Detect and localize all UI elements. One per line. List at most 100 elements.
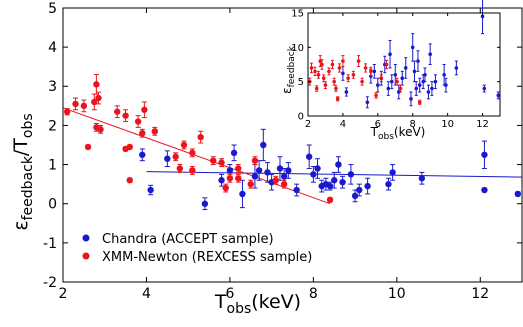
inset-data-point-s0-25 (430, 81, 434, 96)
inset-marker (384, 62, 389, 67)
inset-marker (496, 93, 501, 98)
inset-data-point-s1-10 (330, 59, 335, 70)
inset-marker (330, 62, 335, 67)
main-data-point-s1-34 (326, 196, 334, 203)
inset-marker (334, 86, 338, 91)
inset-data-point-s0-13 (400, 70, 405, 86)
inset-marker (356, 59, 361, 63)
inset-x-title-subscript: obs (378, 132, 394, 142)
inset-data-point-s0-1 (344, 87, 349, 97)
main-marker (80, 102, 88, 110)
x-title-unit: (keV) (251, 291, 301, 313)
main-data-point-s1-32 (272, 175, 280, 185)
main-marker (260, 141, 267, 149)
inset-data-point-s1-22 (374, 92, 378, 99)
main-data-point-s1-2 (80, 99, 88, 113)
inset-marker (316, 73, 321, 77)
inset-plot-area: 2 4 6 8 10 12 0 5 10 15 (291, 0, 501, 130)
main-marker (514, 190, 522, 198)
legend-label-chandra: Chandra (ACCEPT sample) (102, 232, 274, 247)
y-title-tail: /T (10, 138, 32, 156)
inset-marker (396, 90, 401, 94)
main-y-tick-label: 1 (48, 157, 57, 173)
inset-data-point-s0-32 (496, 91, 501, 100)
inset-data-point-s0-19 (416, 50, 420, 72)
inset-marker (341, 59, 345, 63)
main-data-point-s0-10 (260, 128, 267, 162)
main-data-point-s0-16 (293, 183, 300, 197)
inset-marker (393, 73, 398, 77)
main-data-point-s0-0 (139, 148, 146, 162)
main-y-axis-title: εfeedback/Tobs (10, 113, 36, 230)
inset-data-point-s0-14 (403, 57, 408, 79)
main-y-tick-label: 3 (48, 79, 57, 95)
main-y-tick-label: 2 (48, 118, 57, 134)
inset-data-point-s0-22 (423, 67, 427, 83)
main-data-point-s1-20 (180, 140, 188, 150)
inset-data-point-s0-18 (414, 81, 419, 96)
inset-data-point-s0-10 (389, 74, 394, 90)
main-data-point-s0-32 (418, 171, 426, 185)
inset-marker (374, 93, 378, 98)
main-marker (347, 171, 355, 178)
inset-x-tick-label: 6 (375, 119, 381, 130)
main-data-point-s0-25 (339, 175, 346, 189)
inset-marker (414, 86, 419, 91)
inset-data-point-s1-27 (417, 99, 422, 105)
inset-marker (400, 76, 405, 81)
main-data-point-s0-1 (164, 150, 171, 168)
main-marker (326, 196, 334, 203)
inset-marker (351, 73, 356, 77)
main-data-point-s1-9 (114, 105, 121, 119)
inset-y-title-subscript: feedback (287, 45, 297, 87)
main-marker (285, 167, 292, 174)
main-data-point-s1-31 (251, 156, 259, 166)
inset-x-tick-label: 2 (305, 119, 311, 130)
inset-marker (428, 52, 432, 56)
inset-marker (376, 83, 380, 87)
main-data-point-s1-24 (210, 156, 217, 166)
main-data-point-s1-27 (226, 173, 234, 183)
main-x-tick-label: 12 (471, 286, 489, 302)
inset-data-point-s0-15 (409, 91, 413, 107)
main-marker (176, 165, 184, 172)
inset-data-point-s0-8 (386, 81, 391, 96)
inset-marker (454, 66, 459, 70)
inset-x-title-unit: (keV) (394, 125, 425, 139)
inset-data-point-s0-28 (444, 77, 448, 93)
inset-data-point-s0-17 (412, 60, 417, 83)
main-y-tick-label: 0 (48, 197, 57, 213)
main-marker (356, 186, 363, 194)
inset-marker (320, 62, 324, 67)
main-marker (139, 130, 146, 137)
main-marker (226, 167, 234, 174)
main-data-point-s0-11 (264, 162, 271, 183)
main-marker (84, 143, 92, 151)
main-marker (210, 157, 217, 164)
main-marker (235, 175, 242, 182)
main-marker (122, 112, 129, 119)
inset-marker (482, 86, 487, 91)
inset-y-tick-label: 5 (298, 77, 304, 88)
main-marker (126, 177, 133, 184)
inset-data-point-s1-23 (379, 74, 384, 83)
main-x-tick-label: 4 (142, 286, 151, 302)
main-y-tick-label: -2 (43, 275, 57, 291)
inset-marker (327, 69, 331, 74)
inset-y-title-symbol: ε (280, 87, 294, 94)
main-data-point-s1-25 (218, 158, 225, 168)
inset-marker (410, 45, 415, 50)
main-data-point-s1-13 (126, 177, 133, 184)
main-data-point-s0-26 (347, 164, 355, 185)
inset-data-point-s1-14 (337, 63, 342, 73)
inset-data-point-s1-16 (346, 74, 350, 83)
inset-marker (403, 66, 408, 70)
main-marker (331, 177, 338, 184)
y-title-tail-subscript: obs (20, 113, 36, 138)
main-marker (189, 167, 196, 174)
inset-data-point-s1-19 (360, 77, 364, 86)
inset-marker (426, 90, 431, 94)
inset-data-point-s1-17 (351, 70, 356, 79)
inset-marker (480, 14, 485, 19)
inset-data-point-s1-15 (341, 55, 345, 68)
